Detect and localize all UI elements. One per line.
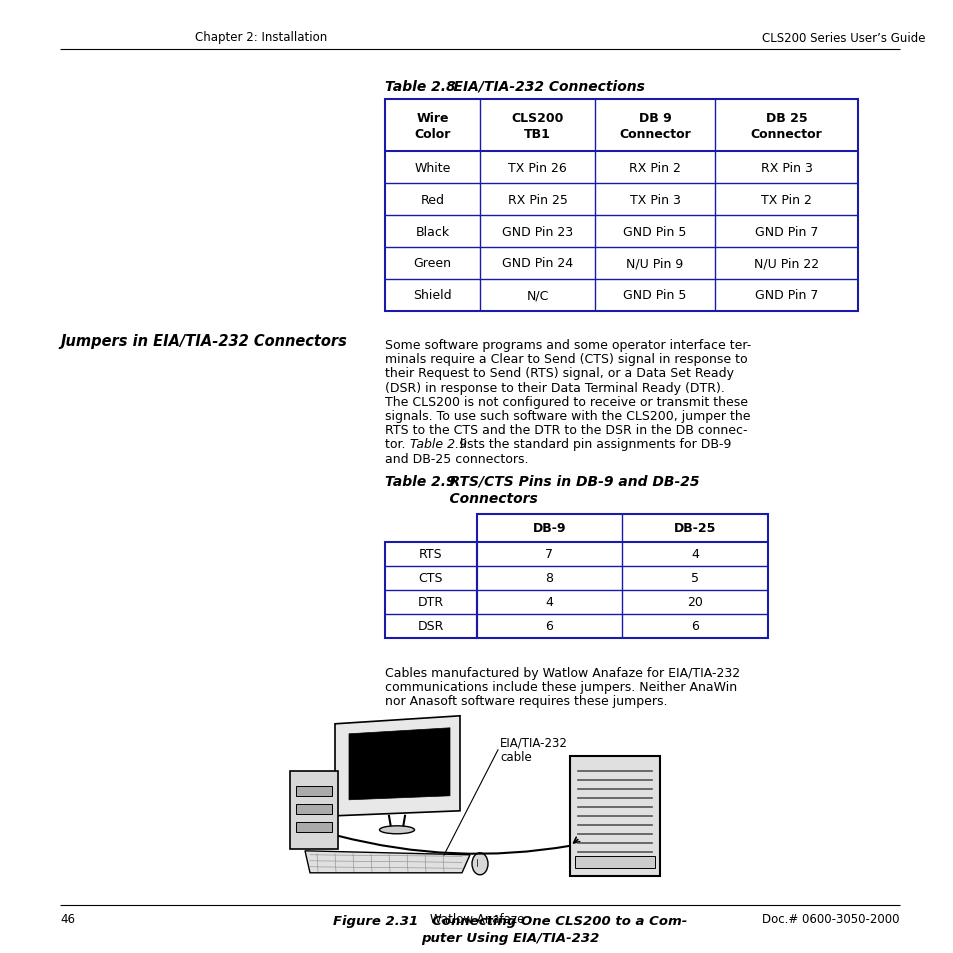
- Bar: [295, 804, 332, 814]
- Text: Black: Black: [415, 225, 449, 238]
- Ellipse shape: [379, 826, 414, 834]
- Polygon shape: [305, 851, 470, 873]
- Text: lists the standard pin assignments for DB-9: lists the standard pin assignments for D…: [456, 438, 730, 451]
- Text: DB 25
Connector: DB 25 Connector: [750, 112, 821, 140]
- Polygon shape: [335, 716, 459, 816]
- Text: CLS200
TB1: CLS200 TB1: [511, 112, 563, 140]
- Text: GND Pin 7: GND Pin 7: [754, 289, 818, 302]
- Text: Some software programs and some operator interface ter-: Some software programs and some operator…: [385, 338, 750, 352]
- Text: DB-9: DB-9: [532, 521, 566, 535]
- Text: GND Pin 24: GND Pin 24: [501, 257, 573, 271]
- Text: RX Pin 25: RX Pin 25: [507, 193, 567, 206]
- Text: Table 2.9: Table 2.9: [385, 475, 456, 488]
- Text: Shield: Shield: [413, 289, 452, 302]
- Text: Figure 2.31   Connecting One CLS200 to a Com-: Figure 2.31 Connecting One CLS200 to a C…: [333, 914, 686, 927]
- Text: DTR: DTR: [417, 596, 443, 609]
- Bar: [295, 786, 332, 796]
- Text: TX Pin 3: TX Pin 3: [629, 193, 679, 206]
- Text: tor.: tor.: [385, 438, 409, 451]
- Text: 6: 6: [690, 619, 699, 633]
- Text: CLS200 Series User’s Guide: CLS200 Series User’s Guide: [761, 31, 924, 45]
- Text: CTS: CTS: [418, 572, 443, 585]
- Text: puter Using EIA/TIA-232: puter Using EIA/TIA-232: [420, 931, 598, 943]
- Text: TX Pin 26: TX Pin 26: [508, 161, 566, 174]
- Text: Watlow Anafaze: Watlow Anafaze: [430, 913, 523, 925]
- Text: GND Pin 7: GND Pin 7: [754, 225, 818, 238]
- Text: Doc.# 0600-3050-2000: Doc.# 0600-3050-2000: [761, 913, 899, 925]
- Text: N/U Pin 9: N/U Pin 9: [626, 257, 683, 271]
- Text: cable: cable: [499, 750, 531, 763]
- Text: GND Pin 5: GND Pin 5: [622, 289, 686, 302]
- Ellipse shape: [472, 853, 488, 875]
- Bar: [385, 100, 857, 312]
- Text: Table 2.9: Table 2.9: [410, 438, 467, 451]
- Bar: [476, 515, 767, 639]
- Text: communications include these jumpers. Neither AnaWin: communications include these jumpers. Ne…: [385, 680, 737, 693]
- Text: N/U Pin 22: N/U Pin 22: [753, 257, 819, 271]
- Text: Red: Red: [420, 193, 444, 206]
- Text: 46: 46: [60, 913, 75, 925]
- Text: Green: Green: [413, 257, 451, 271]
- Text: EIA/TIA-232: EIA/TIA-232: [499, 736, 567, 749]
- Bar: [575, 856, 655, 868]
- Text: their Request to Send (RTS) signal, or a Data Set Ready: their Request to Send (RTS) signal, or a…: [385, 367, 733, 380]
- Bar: [295, 821, 332, 832]
- Text: (DSR) in response to their Data Terminal Ready (DTR).: (DSR) in response to their Data Terminal…: [385, 381, 724, 395]
- Text: EIA/TIA-232 Connections: EIA/TIA-232 Connections: [434, 80, 644, 94]
- Text: minals require a Clear to Send (CTS) signal in response to: minals require a Clear to Send (CTS) sig…: [385, 353, 747, 366]
- Text: GND Pin 5: GND Pin 5: [622, 225, 686, 238]
- Text: RTS/CTS Pins in DB-9 and DB-25: RTS/CTS Pins in DB-9 and DB-25: [430, 475, 699, 488]
- Text: Chapter 2: Installation: Chapter 2: Installation: [194, 31, 327, 45]
- Text: Cables manufactured by Watlow Anafaze for EIA/TIA-232: Cables manufactured by Watlow Anafaze fo…: [385, 666, 740, 679]
- Text: DB-25: DB-25: [673, 521, 716, 535]
- Text: Wire
Color: Wire Color: [414, 112, 450, 140]
- Text: 6: 6: [545, 619, 553, 633]
- Text: GND Pin 23: GND Pin 23: [501, 225, 573, 238]
- Text: DSR: DSR: [417, 619, 444, 633]
- Bar: [290, 771, 337, 849]
- Text: signals. To use such software with the CLS200, jumper the: signals. To use such software with the C…: [385, 410, 750, 422]
- Text: and DB-25 connectors.: and DB-25 connectors.: [385, 452, 528, 465]
- Text: 4: 4: [690, 548, 699, 560]
- Text: Connectors: Connectors: [430, 492, 537, 505]
- Bar: [385, 542, 476, 639]
- Text: RTS to the CTS and the DTR to the DSR in the DB connec-: RTS to the CTS and the DTR to the DSR in…: [385, 424, 747, 436]
- Text: nor Anasoft software requires these jumpers.: nor Anasoft software requires these jump…: [385, 694, 667, 707]
- Text: 8: 8: [545, 572, 553, 585]
- Text: 7: 7: [545, 548, 553, 560]
- Text: RX Pin 3: RX Pin 3: [760, 161, 812, 174]
- Text: White: White: [414, 161, 450, 174]
- Text: The CLS200 is not configured to receive or transmit these: The CLS200 is not configured to receive …: [385, 395, 747, 409]
- Bar: [569, 756, 659, 876]
- Text: N/C: N/C: [526, 289, 548, 302]
- Text: Table 2.8: Table 2.8: [385, 80, 456, 94]
- Text: RX Pin 2: RX Pin 2: [628, 161, 680, 174]
- Text: 4: 4: [545, 596, 553, 609]
- Text: 20: 20: [686, 596, 702, 609]
- Text: Jumpers in EIA/TIA-232 Connectors: Jumpers in EIA/TIA-232 Connectors: [60, 334, 347, 349]
- Text: DB 9
Connector: DB 9 Connector: [618, 112, 690, 140]
- Text: TX Pin 2: TX Pin 2: [760, 193, 811, 206]
- Text: 5: 5: [690, 572, 699, 585]
- Polygon shape: [349, 728, 450, 800]
- Text: RTS: RTS: [418, 548, 442, 560]
